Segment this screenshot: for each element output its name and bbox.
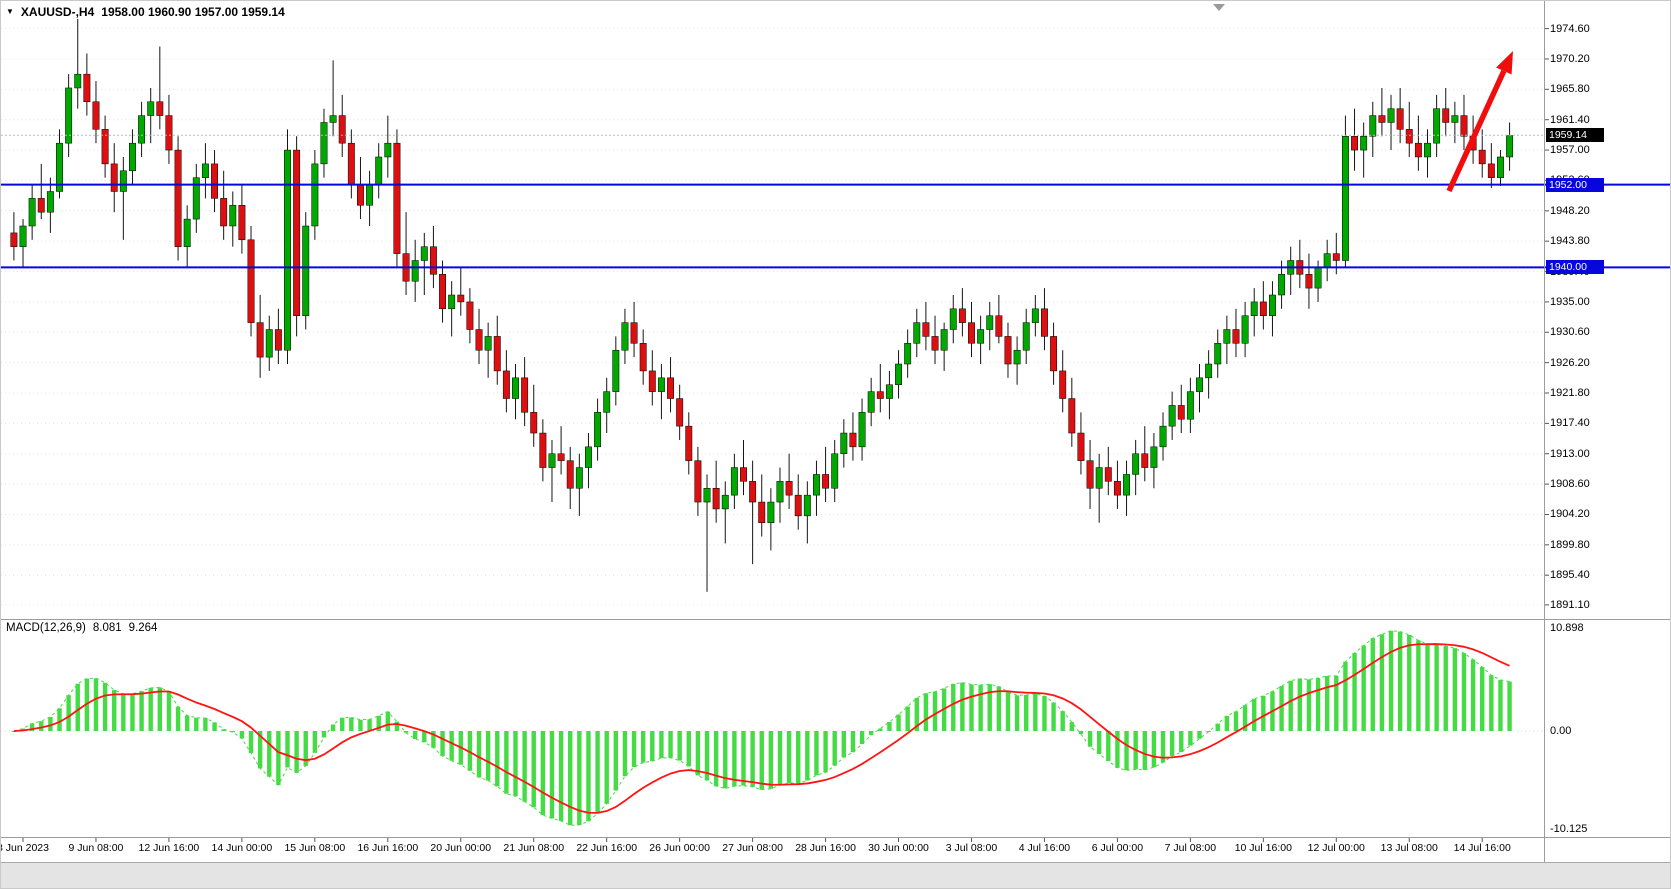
time-axis-label: 30 Jun 00:00 [868,842,929,854]
price-axis-label: 1965.80 [1550,83,1590,96]
time-axis-label: 7 Jul 08:00 [1164,842,1217,854]
time-axis-label: 3 Jul 08:00 [945,842,998,854]
chart-header: ▼ XAUUSD-,H4 1958.00 1960.90 1957.00 195… [6,5,285,19]
price-axis-label: 1930.60 [1550,326,1590,339]
price-axis-label: 1895.40 [1550,569,1590,582]
price-axis-label: 1943.80 [1550,235,1590,248]
time-axis-label: 10 Jul 16:00 [1234,842,1292,854]
price-axis-label: 1899.80 [1550,538,1590,551]
trend-arrow-annotation[interactable] [1446,51,1513,193]
macd-main-value: 8.081 [92,622,122,634]
time-axis-label: 22 Jun 16:00 [576,842,638,854]
time-axis-label: 28 Jun 16:00 [795,842,856,854]
symbol-timeframe-label: XAUUSD-,H4 [20,5,95,19]
candles [10,18,1514,592]
price-axis-label: 1926.20 [1550,356,1590,369]
time-axis-label: 6 Jul 00:00 [1091,842,1144,854]
time-axis-label: 20 Jun 00:00 [430,842,492,854]
time-axis-label: 12 Jul 00:00 [1307,842,1365,854]
price-axis-label: 1948.20 [1550,204,1590,217]
time-axis-label: 26 Jun 00:00 [649,842,710,854]
time-axis-label: 14 Jun 00:00 [211,842,273,854]
price-axis-label: 1957.00 [1550,144,1590,157]
time-axis-label: 21 Jun 08:00 [503,842,565,854]
price-axis-label: 1970.20 [1550,52,1590,65]
price-axis-label: 1921.80 [1550,387,1590,399]
time-axis-label: 9 Jun 08:00 [68,842,124,854]
price-axis-label: 1917.40 [1550,417,1590,430]
macd-axis-label-max: 10.898 [1550,622,1584,634]
macd-name: MACD(12,26,9) [6,622,86,634]
time-axis-label: 14 Jul 16:00 [1453,842,1511,854]
price-axis-label: 1891.10 [1550,598,1590,611]
time-axis-label: 8 Jun 2023 [0,842,49,854]
macd-plot [1,630,1544,826]
macd-signal-value: 9.264 [128,622,158,634]
price-axis-label: 1974.60 [1550,22,1590,35]
time-axis-label: 15 Jun 08:00 [284,842,346,854]
level-price-tag: 1940.00 [1546,260,1604,275]
symbol-marker-icon: ▼ [6,7,14,16]
macd-axis-label-zero: 0.00 [1550,725,1572,737]
price-axis-label: 1935.00 [1550,295,1590,308]
ohlc-readout: 1958.00 1960.90 1957.00 1959.14 [101,5,285,19]
macd-axis-label-min: -10.125 [1550,823,1588,835]
time-axis-label: 13 Jul 08:00 [1380,842,1438,854]
chart-shift-marker[interactable] [1213,4,1225,11]
bottom-strip [1,862,1670,888]
macd-indicator-label: MACD(12,26,9) 8.081 9.264 [6,622,157,634]
current-price-tag: 1959.14 [1546,128,1604,143]
price-axis-label: 1913.00 [1550,447,1590,460]
price-axis-label: 1961.40 [1550,113,1590,126]
level-price-tag: 1952.00 [1546,177,1604,192]
price-axis-label: 1904.20 [1550,508,1590,521]
time-axis-label: 27 Jun 08:00 [722,842,783,854]
time-axis-label: 4 Jul 16:00 [1018,842,1071,854]
time-axis-label: 16 Jun 16:00 [357,842,419,854]
time-axis-label: 12 Jun 16:00 [138,842,200,854]
price-axis-label: 1908.60 [1550,478,1590,491]
